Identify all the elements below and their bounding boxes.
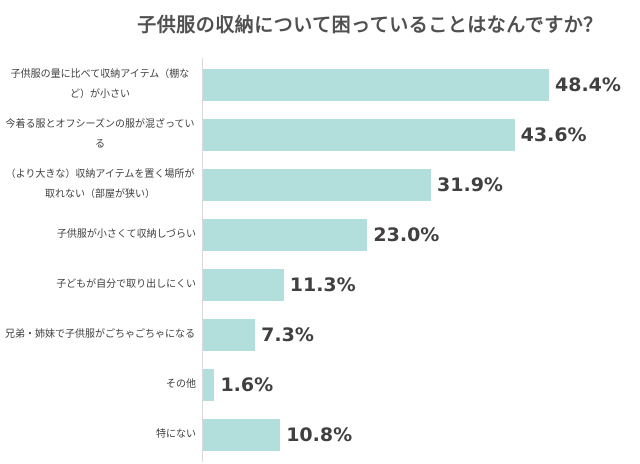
bar (203, 269, 284, 301)
category-label-text: 兄弟・姉妹で子供服がごちゃごちゃになる (5, 329, 195, 340)
data-label: 31.9% (437, 174, 503, 196)
data-label: 7.3% (261, 324, 314, 346)
category-label-text: 特にない (156, 429, 196, 440)
category-label-text: （より大きな）収納アイテムを置く場所が取れない（部屋が狭い） (5, 169, 195, 200)
category-axis-line (202, 58, 203, 462)
bar (203, 169, 432, 201)
category-label: 兄弟・姉妹で子供服がごちゃごちゃになる (4, 313, 196, 357)
category-label: 子供服が小さくて収納しづらい (4, 213, 196, 257)
category-label-text: 子供服が小さくて収納しづらい (56, 229, 196, 240)
bar (203, 119, 515, 151)
category-label: 今着る服とオフシーズンの服が混ざっている (4, 113, 196, 157)
bar (203, 219, 368, 251)
chart-title: 子供服の収納について困っていることはなんですか？ (137, 14, 603, 36)
data-label: 10.8% (286, 424, 353, 446)
category-label: 特にない (4, 413, 196, 457)
category-label: 子どもが自分で取り出しにくい (4, 263, 196, 307)
bar (203, 69, 549, 101)
bar (203, 319, 256, 351)
category-label: その他 (4, 363, 196, 407)
bar (203, 419, 281, 451)
data-label: 11.3% (289, 274, 356, 296)
category-label-text: 子どもが自分で取り出しにくい (56, 279, 196, 290)
category-label-text: その他 (166, 379, 196, 390)
category-label-text: 子供服の量に比べて収納アイテム（棚など）が小さい (10, 69, 190, 100)
category-label: 子供服の量に比べて収納アイテム（棚など）が小さい (4, 63, 196, 107)
data-label: 23.0% (373, 224, 440, 246)
category-label-text: 今着る服とオフシーズンの服が混ざっている (5, 119, 195, 150)
data-label: 43.6% (520, 124, 587, 146)
bar (203, 369, 215, 401)
category-label: （より大きな）収納アイテムを置く場所が取れない（部屋が狭い） (4, 163, 196, 207)
data-label: 1.6% (220, 374, 274, 396)
data-label: 48.4% (555, 74, 621, 96)
